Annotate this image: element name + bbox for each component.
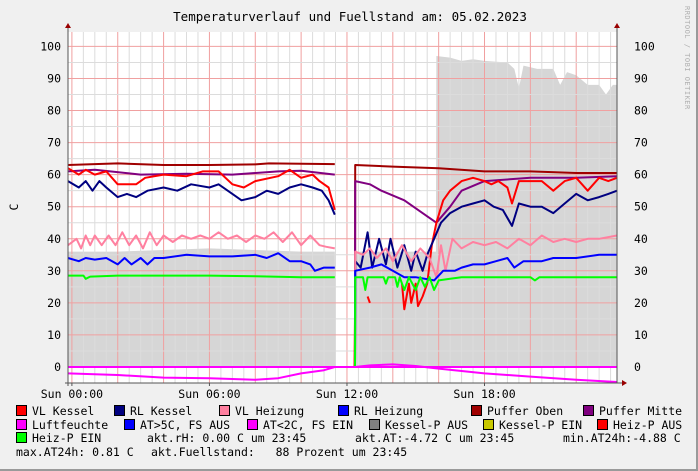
y-tick-label-left: 60 bbox=[47, 168, 61, 182]
chart-title: Temperaturverlauf und Fuellstand am: 05.… bbox=[173, 9, 527, 24]
y-tick-label-right: 70 bbox=[634, 136, 648, 150]
y-tick-label-left: 10 bbox=[47, 328, 61, 342]
legend-swatch bbox=[219, 405, 230, 416]
x-tick-label: Sun 18:00 bbox=[453, 387, 515, 401]
series-line-rl-kessel bbox=[67, 180, 336, 216]
x-tick-label: Sun 12:00 bbox=[316, 387, 378, 401]
legend-label: VL Heizung bbox=[235, 404, 305, 418]
legend-label: Kessel-P AUS bbox=[385, 418, 469, 432]
y-tick-label-left: 30 bbox=[47, 264, 61, 278]
legend-swatch bbox=[483, 419, 494, 430]
legend-label: Heiz-P EIN bbox=[32, 431, 102, 445]
legend-label: Luftfeuchte bbox=[32, 418, 109, 432]
y-tick-label-right: 0 bbox=[634, 360, 641, 374]
plot-area: 0 0 10 10 20 20 30 30 40 40 50 50 60 60 70 70 80 80 90 90 10… bbox=[40, 23, 655, 401]
legend-swatch bbox=[114, 405, 125, 416]
legend-label: AT<2C, FS EIN bbox=[263, 418, 354, 432]
y-tick-label-right: 80 bbox=[634, 104, 648, 118]
series-line-vl-kessel bbox=[67, 167, 336, 211]
y-tick-label-right: 30 bbox=[634, 264, 648, 278]
y-tick-label-right: 10 bbox=[634, 328, 648, 342]
legend-swatch bbox=[16, 405, 27, 416]
legend-swatch bbox=[247, 419, 258, 430]
x-tick-label: Sun 06:00 bbox=[178, 387, 240, 401]
y-tick-label-right: 60 bbox=[634, 168, 648, 182]
legend-item-vl-kessel: VL Kessel bbox=[16, 405, 94, 418]
series-line-puffer-oben bbox=[67, 162, 335, 166]
y-tick-label-right: 40 bbox=[634, 232, 648, 246]
series-line-rl-heizung bbox=[354, 253, 617, 368]
legend-item-heiz-p-aus: Heiz-P AUS bbox=[597, 419, 682, 432]
stat-max-at: max.AT24h: 0.81 C bbox=[16, 445, 134, 459]
y-tick-label-right: 50 bbox=[634, 200, 648, 214]
legend-item-puffer-oben: Puffer Oben bbox=[471, 405, 563, 418]
legend-swatch bbox=[471, 405, 482, 416]
legend-swatch bbox=[16, 432, 27, 443]
series-line-vl-heizung bbox=[354, 234, 618, 368]
series-line-heiz-p-ein bbox=[68, 274, 335, 280]
legend-item-luftfeuchte: Luftfeuchte bbox=[16, 419, 108, 432]
legend-item-at-5c-fs-aus: AT>5C, FS AUS bbox=[124, 419, 230, 432]
stat-min-at: min.AT24h:-4.88 C bbox=[563, 431, 681, 445]
legend-swatch bbox=[597, 419, 608, 430]
legend-item-vl-heizung: VL Heizung bbox=[219, 405, 304, 418]
legend-item-heiz-p-ein: Heiz-P EIN bbox=[16, 432, 101, 445]
y-tick-label-left: 20 bbox=[47, 296, 61, 310]
legend-label: VL Kessel bbox=[32, 404, 95, 418]
series-line-heiz-p-ein bbox=[354, 276, 617, 368]
stat-akt-at: akt.AT:-4.72 C um 23:45 bbox=[355, 431, 515, 445]
legend-swatch bbox=[124, 419, 135, 430]
legend-item-rl-kessel: RL Kessel bbox=[114, 405, 192, 418]
legend-swatch bbox=[16, 419, 27, 430]
fuellstand-area bbox=[68, 56, 617, 367]
legend-item-puffer-mitte: Puffer Mitte bbox=[583, 405, 682, 418]
series-line-vl-heizung bbox=[67, 231, 335, 250]
y-axis-label: C bbox=[7, 203, 21, 210]
y-tick-label-right: 100 bbox=[634, 39, 655, 53]
x-axis-arrow bbox=[622, 380, 627, 386]
series-line-at-2c-fs-ein bbox=[67, 366, 336, 381]
y-tick-label-right: 20 bbox=[634, 296, 648, 310]
y-tick-label-right: 90 bbox=[634, 71, 648, 85]
y-tick-label-left: 70 bbox=[47, 136, 61, 150]
series-line-vl-kessel bbox=[366, 296, 371, 304]
y-tick-label-left: 100 bbox=[40, 39, 61, 53]
series-line-rl-heizung bbox=[67, 252, 335, 272]
stat-akt-rh: akt.rH: 0.00 C um 23:45 bbox=[147, 431, 307, 445]
legend-label: Kessel-P EIN bbox=[499, 418, 583, 432]
legend-label: Puffer Mitte bbox=[599, 404, 683, 418]
legend-item-kessel-p-aus: Kessel-P AUS bbox=[369, 419, 468, 432]
legend-swatch bbox=[338, 405, 349, 416]
legend-label: RL Kessel bbox=[130, 404, 193, 418]
stat-fuellstand: akt.Fuellstand: 88 Prozent um 23:45 bbox=[151, 445, 408, 459]
y-tick-label-left: 0 bbox=[54, 360, 61, 374]
x-tick-label: Sun 00:00 bbox=[41, 387, 103, 401]
legend-item-at-2c-fs-ein: AT<2C, FS EIN bbox=[247, 419, 353, 432]
below-zero-background bbox=[68, 366, 617, 383]
legend-swatch bbox=[369, 419, 380, 430]
legend-item-kessel-p-ein: Kessel-P EIN bbox=[483, 419, 582, 432]
y-axis-arrow-left bbox=[65, 23, 71, 28]
series-line-vl-kessel bbox=[401, 176, 618, 311]
series-line-puffer-mitte bbox=[67, 168, 335, 176]
watermark: RRDTOOL / TOBI OETIKER bbox=[683, 6, 691, 110]
series-line-rl-kessel bbox=[354, 189, 618, 368]
y-tick-label-left: 40 bbox=[47, 232, 61, 246]
y-tick-label-left: 80 bbox=[47, 104, 61, 118]
legend-label: Heiz-P AUS bbox=[613, 418, 683, 432]
legend-swatch bbox=[583, 405, 594, 416]
y-tick-label-left: 90 bbox=[47, 71, 61, 85]
series-line-at-2c-fs-ein bbox=[354, 363, 618, 383]
y-tick-label-left: 50 bbox=[47, 200, 61, 214]
legend-label: Puffer Oben bbox=[487, 404, 564, 418]
legend-label: AT>5C, FS AUS bbox=[140, 418, 231, 432]
legend-item-rl-heizung: RL Heizung bbox=[338, 405, 423, 418]
legend-label: RL Heizung bbox=[354, 404, 424, 418]
series-line-puffer-oben bbox=[354, 164, 617, 368]
y-axis-arrow-right bbox=[614, 23, 620, 28]
